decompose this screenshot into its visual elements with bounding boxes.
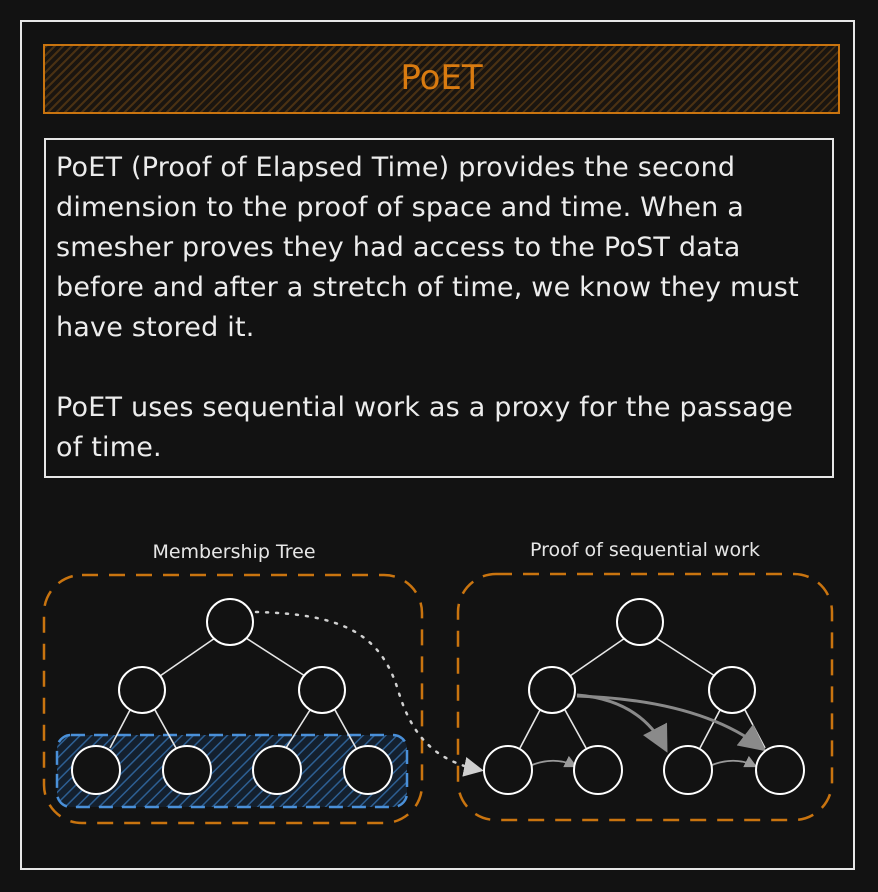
tree-leaf-3	[252, 745, 302, 795]
work-node-left	[528, 666, 576, 714]
tree-node-root	[206, 598, 254, 646]
tree-node-right	[298, 666, 346, 714]
work-leaf-3	[663, 745, 713, 795]
work-leaf-2	[573, 745, 623, 795]
work-node-right	[708, 666, 756, 714]
leaves-highlight	[55, 733, 409, 809]
membership-tree-edges	[109, 637, 357, 749]
sequential-arrows	[531, 693, 767, 768]
sequential-work-container	[456, 572, 834, 822]
tree-node-left	[118, 666, 166, 714]
page-title: PoET	[400, 58, 483, 98]
tree-leaf-4	[343, 745, 393, 795]
work-leaf-1	[483, 745, 533, 795]
membership-tree-label: Membership Tree	[152, 541, 315, 563]
description-box: PoET (Proof of Elapsed Time) provides th…	[44, 138, 834, 478]
tree-leaf-1	[71, 745, 121, 795]
tree-leaf-2	[162, 745, 212, 795]
description-paragraph-1: PoET (Proof of Elapsed Time) provides th…	[56, 152, 799, 343]
sequential-work-label: Proof of sequential work	[530, 539, 760, 561]
title-bar: PoET	[43, 44, 840, 114]
outer-frame	[20, 20, 855, 870]
root-link-arrow	[254, 610, 484, 777]
work-node-root	[616, 598, 664, 646]
description-paragraph-2: PoET uses sequential work as a proxy for…	[56, 392, 794, 463]
work-leaf-4	[755, 745, 805, 795]
membership-tree-container	[42, 573, 424, 825]
